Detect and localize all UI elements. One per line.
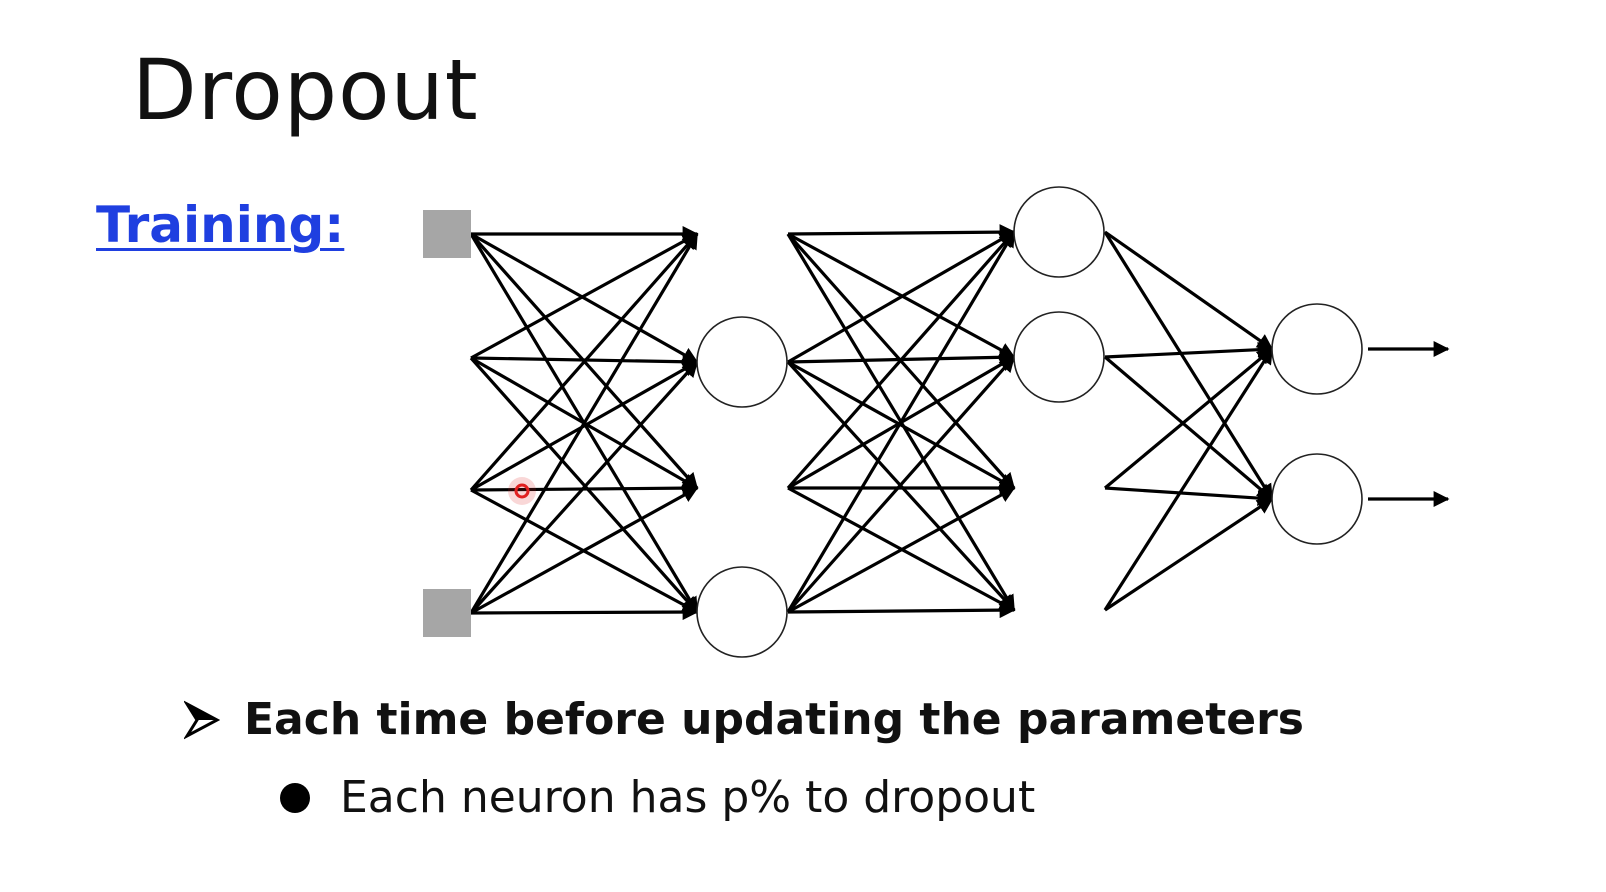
connection-edge — [1105, 232, 1272, 499]
input-neuron — [423, 210, 471, 258]
connection-edge — [1105, 349, 1272, 357]
connection-edge — [1105, 232, 1272, 349]
pointer-cursor-icon — [508, 477, 536, 505]
connection-edge — [471, 612, 697, 613]
bullet-sub-text: Each neuron has p% to dropout — [340, 772, 1035, 823]
connection-edge — [1105, 499, 1272, 610]
hidden-1-neuron — [697, 317, 787, 407]
bullet-sub: Each neuron has p% to dropout — [280, 772, 1035, 823]
input-neuron — [423, 589, 471, 637]
connection-edge — [1105, 488, 1272, 499]
connection-edge — [788, 232, 1014, 234]
output-neuron — [1272, 304, 1362, 394]
hidden-2-neuron — [1014, 187, 1104, 277]
bullet-main-text: Each time before updating the parameters — [244, 694, 1304, 745]
dot-bullet-icon — [280, 783, 310, 813]
connection-edge — [1105, 349, 1272, 488]
bullet-main: Each time before updating the parameters — [184, 694, 1304, 745]
hidden-1-neuron — [697, 567, 787, 657]
connection-edge — [788, 610, 1014, 612]
hidden-2-neuron — [1014, 312, 1104, 402]
output-neuron — [1272, 454, 1362, 544]
arrow-bullet-icon — [184, 700, 220, 740]
